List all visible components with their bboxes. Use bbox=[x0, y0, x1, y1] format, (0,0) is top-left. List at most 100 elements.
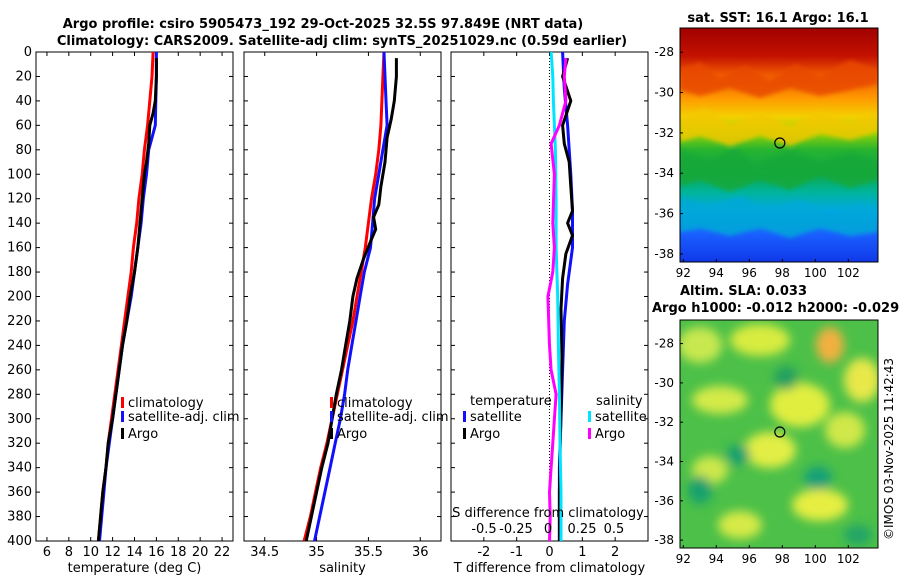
map-x-tick-label: 98 bbox=[775, 552, 790, 566]
legend-label-argo: Argo bbox=[128, 427, 158, 442]
plot-frame bbox=[243, 51, 442, 542]
s-tick-label: 0 bbox=[544, 522, 552, 537]
y-tick-label: 400 bbox=[7, 534, 32, 549]
legend-label-climatology: climatology bbox=[128, 396, 204, 411]
sla-map: Altim. SLA: 0.033 Argo h1000: -0.012 h20… bbox=[652, 284, 899, 566]
x-tick-label: 8 bbox=[65, 545, 73, 560]
y-tick-label: 60 bbox=[15, 118, 32, 133]
map-x-tick-label: 94 bbox=[709, 552, 724, 566]
x-tick-label: 12 bbox=[104, 545, 121, 560]
map-x-tick-label: 92 bbox=[676, 266, 691, 280]
x-axis-label: temperature (deg C) bbox=[68, 561, 202, 576]
map-y-tick-label: -38 bbox=[654, 247, 674, 261]
legend-swatch-temp-argo bbox=[463, 428, 466, 439]
map-y-tick-label: -30 bbox=[654, 86, 674, 100]
y-tick-label: 260 bbox=[7, 363, 32, 378]
map-x-tick-label: 102 bbox=[837, 552, 860, 566]
series-line-salinity-satellite bbox=[549, 52, 563, 541]
salinity-difference-axis: S difference from climatology -0.5 -0.25… bbox=[452, 506, 644, 537]
map-x-tick-label: 92 bbox=[676, 552, 691, 566]
map-y-tick-label: -32 bbox=[654, 126, 674, 140]
y-tick-label: 240 bbox=[7, 338, 32, 353]
y-tick-label: 340 bbox=[7, 461, 32, 476]
s-tick-label: -0.5 bbox=[471, 522, 496, 537]
y-tick-label: 80 bbox=[15, 143, 32, 158]
x-axis-label: salinity bbox=[319, 561, 366, 576]
legend-label-climatology: climatology bbox=[337, 396, 413, 411]
series-line-salinity-argo bbox=[546, 57, 568, 541]
y-tick-label: 380 bbox=[7, 510, 32, 525]
imos-timestamp: ©IMOS 03-Nov-2025 11:42:43 bbox=[882, 358, 896, 540]
map-y-tick-label: -34 bbox=[654, 166, 674, 180]
legend-label-temp-satellite: satellite bbox=[470, 410, 522, 425]
map-x-tick-label: 96 bbox=[742, 552, 757, 566]
salinity-panel: 34.5 35 35.5 36 salinity bbox=[243, 51, 442, 576]
x-tick-label: -1 bbox=[510, 545, 523, 560]
y-tick-label: 280 bbox=[7, 387, 32, 402]
legend-swatch-sal-argo bbox=[588, 428, 591, 439]
sst-map-frame bbox=[679, 27, 879, 263]
y-tick-label: 220 bbox=[7, 314, 32, 329]
y-tick-label: 0 bbox=[24, 45, 32, 60]
legend-label-satellite: satellite-adj. clim bbox=[128, 410, 240, 425]
x-tick-label: 16 bbox=[148, 545, 165, 560]
y-tick-label: 40 bbox=[15, 94, 32, 109]
legend-swatch-temp-satellite bbox=[463, 411, 466, 422]
s-tick-label: -0.25 bbox=[499, 522, 533, 537]
legend-swatch-climatology bbox=[330, 397, 333, 408]
sst-map: sat. SST: 16.1 Argo: 16.1 92 94 96 98 100 102… bbox=[654, 11, 879, 280]
x-axis-label: T difference from climatology bbox=[453, 561, 646, 576]
series-line-argo bbox=[96, 58, 158, 541]
map-y-tick-label: -36 bbox=[654, 207, 674, 221]
map-x-tick-label: 100 bbox=[804, 266, 827, 280]
x-tick-label: 34.5 bbox=[250, 545, 279, 560]
x-tick-label: 35 bbox=[308, 545, 325, 560]
argo-location-marker bbox=[774, 426, 786, 438]
sla-map-title: Altim. SLA: 0.033 bbox=[680, 284, 807, 299]
title-line1: Argo profile: csiro 5905473_192 29-Oct-2… bbox=[63, 17, 584, 32]
sst-map-title: sat. SST: 16.1 Argo: 16.1 bbox=[687, 11, 868, 26]
map-x-tick-label: 102 bbox=[837, 266, 860, 280]
s-tick-label: 0.5 bbox=[604, 522, 625, 537]
temperature-panel: 0 20 40 60 80 100 120 140 160 180 200 220 240 260 280 3… bbox=[7, 45, 234, 576]
y-tick-label: 300 bbox=[7, 412, 32, 427]
legend-swatch-climatology bbox=[121, 397, 124, 408]
x-tick-label: 0 bbox=[545, 545, 553, 560]
legend-title-salinity: salinity bbox=[596, 394, 643, 409]
map-y-tick-label: -28 bbox=[654, 45, 674, 59]
x-tick-label: 20 bbox=[192, 545, 209, 560]
x-tick-label: 18 bbox=[170, 545, 187, 560]
series-line-argo bbox=[304, 58, 398, 541]
map-x-tick-label: 96 bbox=[742, 266, 757, 280]
argo-location-marker bbox=[774, 137, 786, 149]
series-line-satellite-adj-clim bbox=[313, 52, 389, 541]
x-tick-label: 35.5 bbox=[354, 545, 383, 560]
x-tick-label: 10 bbox=[82, 545, 99, 560]
sla-map-subtitle: Argo h1000: -0.012 h2000: -0.029 bbox=[652, 301, 899, 316]
legend-swatch-satellite bbox=[330, 411, 333, 422]
map-y-tick-label: -34 bbox=[654, 455, 674, 469]
s-tick-label: 0.25 bbox=[568, 522, 597, 537]
legend-swatch-sal-satellite bbox=[588, 411, 591, 422]
x-tick-label: 1 bbox=[578, 545, 586, 560]
x-tick-label: 6 bbox=[43, 545, 51, 560]
y-tick-label: 360 bbox=[7, 485, 32, 500]
legend-label-sal-satellite: satellite bbox=[595, 410, 647, 425]
map-x-tick-label: 94 bbox=[709, 266, 724, 280]
map-y-tick-label: -28 bbox=[654, 337, 674, 351]
y-tick-label: 20 bbox=[15, 69, 32, 84]
plot-frame bbox=[35, 51, 234, 542]
s-difference-label: S difference from climatology bbox=[452, 506, 644, 521]
map-y-tick-label: -38 bbox=[654, 533, 674, 547]
difference-panel: -2 -1 0 1 2T difference from climatology bbox=[450, 51, 649, 576]
x-tick-label: 2 bbox=[611, 545, 619, 560]
difference-legend: temperature satellite Argo salinity sate… bbox=[463, 394, 647, 442]
y-tick-label: 200 bbox=[7, 290, 32, 305]
y-tick-label: 120 bbox=[7, 192, 32, 207]
map-y-tick-label: -30 bbox=[654, 376, 674, 390]
y-tick-label: 100 bbox=[7, 167, 32, 182]
y-tick-label: 140 bbox=[7, 216, 32, 231]
salinity-legend: climatology satellite-adj. clim Argo bbox=[330, 396, 449, 442]
x-tick-label: 22 bbox=[214, 545, 231, 560]
